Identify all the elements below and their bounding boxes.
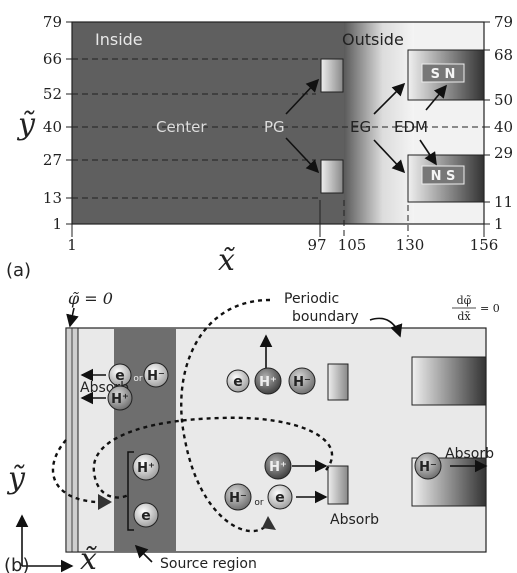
svg-text:H⁺: H⁺ [137,461,155,476]
panel-a-frame [71,21,485,225]
x-tick-105: 105 [338,236,367,254]
y-tick-79-right: 79 [494,13,513,31]
right-box-top [411,356,487,406]
magnet-top-label: S N [431,67,456,82]
magnet-bottom-label-bg [421,165,465,185]
magnet-top-label-bg [421,63,465,83]
x-axis-symbol-b: x̃ [80,542,98,573]
svg-text:H⁻: H⁻ [147,369,165,384]
dphi-numerator: dφ̃ [457,294,472,307]
eg-region [344,22,414,224]
source-bracket [127,451,134,531]
y-tick-79-left: 79 [43,13,62,31]
panel-a: S N N S Inside Outside Center PG EG EDM [6,13,513,281]
svg-text:e: e [233,374,243,390]
center-label: Center [156,118,207,136]
svg-text:H⁻: H⁻ [293,375,311,390]
eg-label: EG [350,118,371,136]
edm-label: EDM [394,118,428,136]
particle-e-mid: e [226,369,250,393]
x-ticks [71,200,485,237]
particle-hplus-left: H⁺ [107,385,133,411]
pg-b-top [327,363,349,401]
or-lower: or [254,498,264,508]
particle-hplus-lower: H⁺ [264,452,292,480]
y-tick-27-left: 27 [43,151,62,169]
svg-text:H⁻: H⁻ [229,491,247,506]
outside-label: Outside [342,30,404,49]
pg-label: PG [264,118,285,136]
dotted-arrowhead-left [98,494,112,510]
x-tick-97: 97 [307,236,326,254]
svg-text:H⁺: H⁺ [269,460,287,475]
y-tick-68-right: 68 [494,46,513,64]
particle-e-lower: e [267,484,293,510]
arrows-b [80,317,488,563]
panel-b: e or H⁻ Absorb H⁺ H⁺ e e H⁺ H [4,289,500,573]
particle-e-source: e [133,502,159,528]
magnet-bottom-label: N S [431,169,456,184]
y-tick-1-right: 1 [494,215,504,233]
absorb-right-label: Absorb [445,446,494,462]
y-tick-13-left: 13 [43,189,62,207]
dotted-trajectories [51,298,334,533]
panel-b-tag: (b) [4,555,29,573]
y-tick-29-right: 29 [494,144,513,162]
pg-bottom-box [320,159,344,194]
phi-zero-label: φ̃ = 0 [68,289,113,308]
y-tick-50-right: 50 [494,91,513,109]
particle-hplus-source: H⁺ [132,453,160,481]
y-tick-1-left: 1 [52,215,62,233]
or-left: or [133,374,143,384]
y-tick-40-right: 40 [494,118,513,136]
pg-top-box [320,58,344,93]
dphi-equals: = 0 [480,302,500,315]
particle-hminus-left: H⁻ [143,362,169,388]
y-ticks-right [484,21,490,225]
y-tick-40-left: 40 [43,118,62,136]
source-region-label: Source region [160,556,257,572]
svg-text:H⁺: H⁺ [259,375,277,390]
dphi-denominator: dx̃ [457,310,471,323]
y-tick-52-left: 52 [43,85,62,103]
y-tick-11-right: 11 [494,193,513,211]
inside-label: Inside [95,30,143,49]
x-axis-symbol-a: x̃ [218,243,236,278]
svg-text:e: e [115,368,125,384]
y-ticks-left [66,21,72,225]
periodic-label-1: Periodic [284,291,339,307]
svg-text:e: e [275,490,285,506]
particle-hminus-mid: H⁻ [288,367,316,395]
x-tick-156: 156 [470,236,499,254]
particle-hminus-right: H⁻ [414,452,442,480]
x-tick-1: 1 [67,236,77,254]
particle-hminus-lower: H⁻ [224,483,252,511]
x-tick-130: 130 [396,236,425,254]
inside-region [72,22,344,224]
svg-text:H⁻: H⁻ [419,460,437,475]
absorb-mid-label: Absorb [330,512,379,528]
svg-text:e: e [141,508,151,524]
svg-text:H⁺: H⁺ [111,392,129,407]
y-axis-symbol-b: ỹ [6,461,26,496]
particle-hplus-mid: H⁺ [254,367,282,395]
y-axis-symbol-a: ỹ [16,107,36,142]
pg-b-bottom [327,465,349,505]
axes-b [15,514,74,573]
arrows-a [285,78,448,174]
periodic-label-2: boundary [292,309,359,325]
y-tick-66-left: 66 [43,50,62,68]
dotted-arrowhead-bottom [262,516,276,530]
panel-a-tag: (a) [6,260,31,281]
